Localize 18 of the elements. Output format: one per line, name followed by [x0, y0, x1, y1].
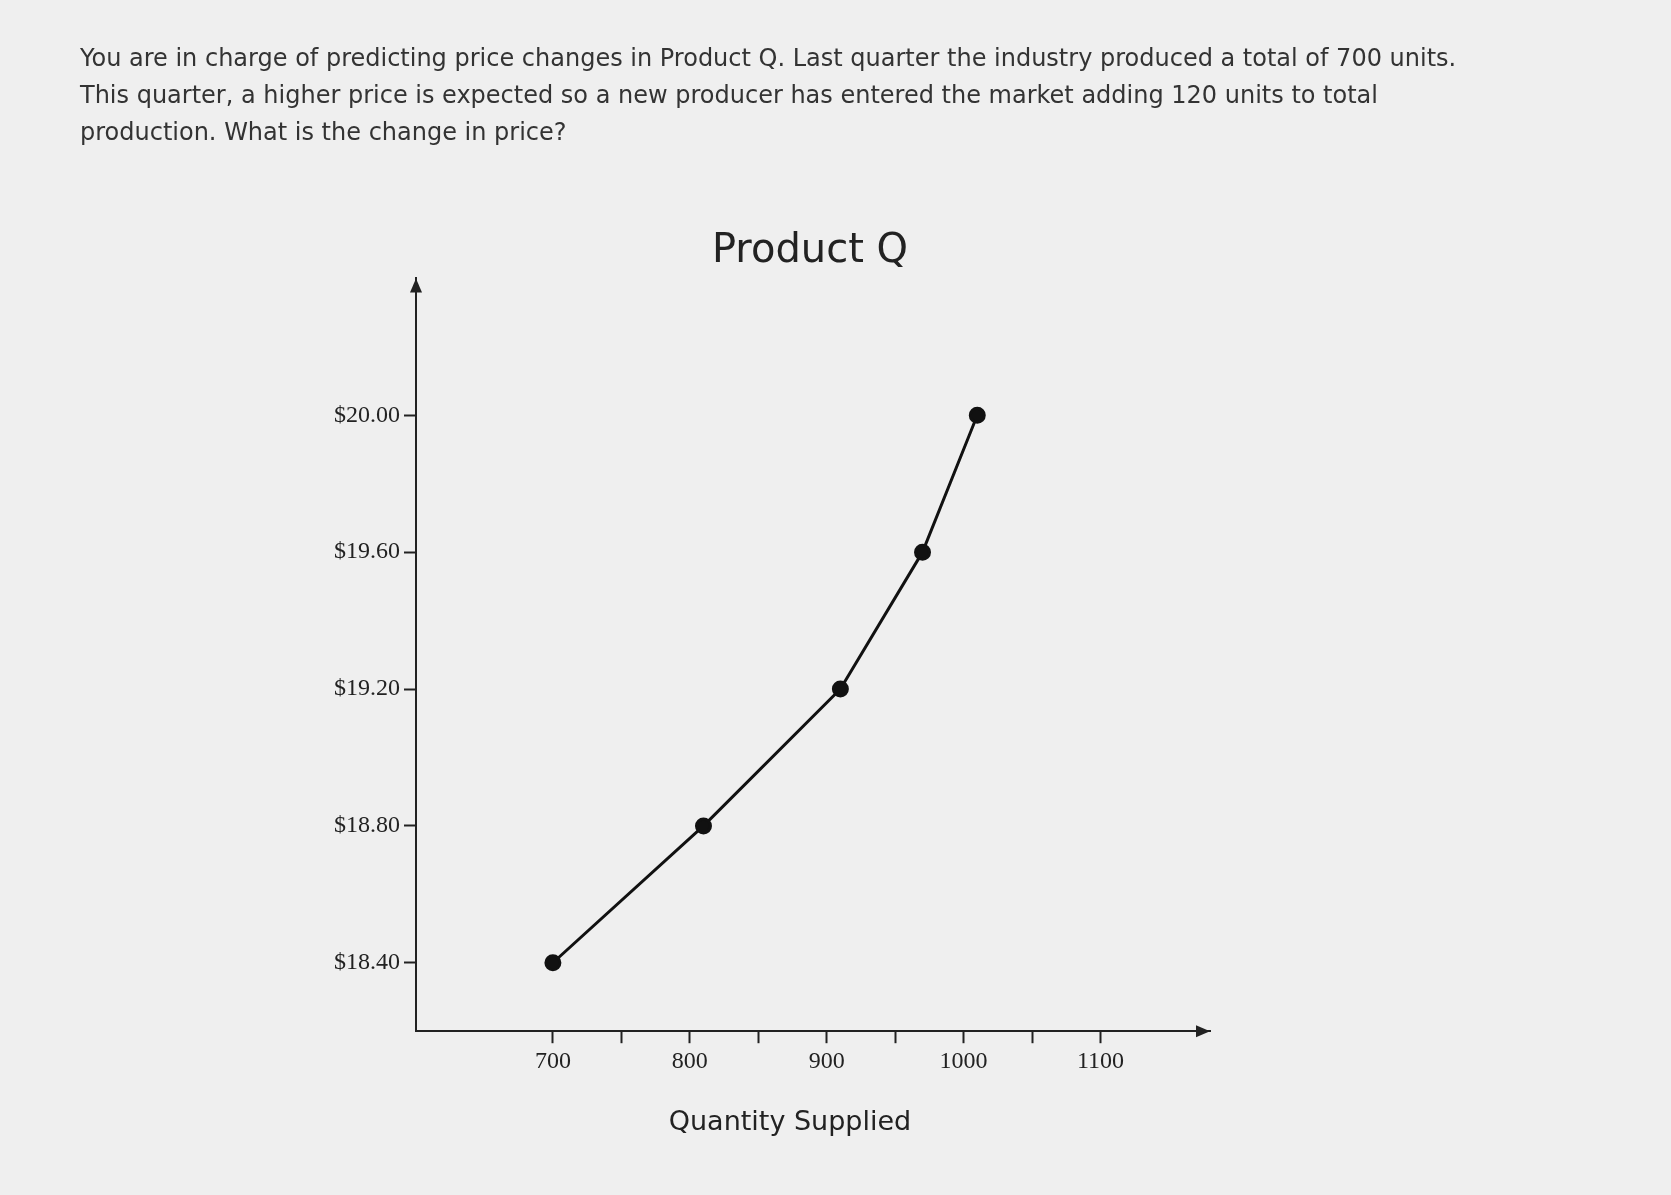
point: [914, 543, 932, 561]
x-tick-label: 700: [534, 1046, 571, 1073]
y-tick-label: $19.60: [334, 537, 400, 564]
y-tick-label: $20.00: [334, 400, 400, 427]
y-tick-label: $19.20: [334, 674, 400, 701]
point: [694, 817, 712, 835]
point: [544, 954, 562, 972]
x-tick-label: 900: [808, 1046, 845, 1073]
point: [831, 680, 849, 698]
x-tick-label: 800: [671, 1046, 708, 1073]
point: [968, 406, 986, 424]
x-tick-label: 1100: [1076, 1046, 1125, 1073]
y-tick-label: $18.40: [334, 948, 400, 975]
x-axis-title: Quantity Supplied: [667, 1105, 913, 1136]
x-tick-label: 1000: [939, 1046, 988, 1073]
text: You are in charge of predicting price changes in Product Q. Last quarter the industry produced a total of 700 units. This quarter, a higher price is expected so a new producer has entered the market adding 120 units to total production. What is the change in price?: [80, 43, 1458, 148]
y-tick-label: $18.80: [334, 811, 400, 838]
chart-title: Product Q: [710, 225, 910, 271]
